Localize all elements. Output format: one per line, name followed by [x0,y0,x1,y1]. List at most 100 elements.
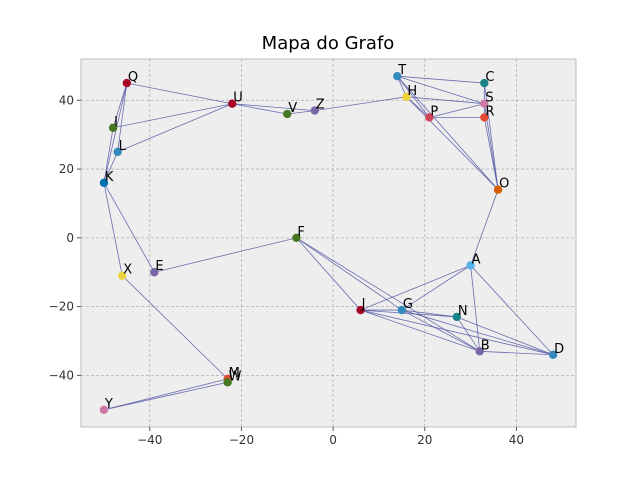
node-G [397,305,407,315]
edge-M-Y [103,378,228,411]
node-label-O: O [499,177,509,192]
y-tick-label: 0 [66,231,74,245]
node-label-J: J [361,297,366,312]
node-label-V: V [288,101,297,116]
node-label-R: R [485,104,494,119]
node-label-D: D [554,342,564,357]
node-label-U: U [233,91,243,106]
y-tick-label: −20 [49,300,74,314]
edge-T-O [396,75,499,190]
node-E [150,268,159,277]
chart-title: Mapa do Grafo [262,33,395,54]
node-N [452,312,462,322]
edge-J-B [360,309,480,352]
node-B [475,347,484,356]
node-X [118,271,127,280]
edge-Z-H [314,96,407,111]
edge-Q-I [112,82,128,128]
edge-O-A [470,189,499,266]
node-label-L: L [119,139,127,154]
node-K [99,178,109,188]
edge-H-S [406,96,485,105]
node-label-N: N [458,304,468,319]
edge-F-B [296,237,480,352]
edge-H-O [406,96,499,190]
edge-F-J [296,237,361,311]
y-tick-label: −40 [49,368,74,382]
node-labels: Q IL K U V Z TH CS P R O F E X A J G N B D MW Y [104,63,564,412]
edge-G-B [401,309,480,352]
node-R [480,113,489,122]
edge-R-O [483,117,499,190]
node-D [548,350,558,359]
x-tick-label: 20 [417,433,432,447]
x-tick-label: −20 [229,433,254,447]
edge-T-P [396,75,430,118]
node-F [292,233,301,243]
edge-F-E [154,237,297,273]
edge-Q-L [117,83,128,152]
node-Q [122,78,132,88]
edge-A-J [360,264,471,311]
node-label-Y: Y [104,397,113,412]
node-label-P: P [430,104,438,119]
node-H [402,92,411,102]
node-C [480,78,489,88]
graph-edges [103,75,554,411]
edge-Q-U [126,82,233,105]
node-Z [310,106,319,115]
node-label-Z: Z [316,98,325,113]
node-label-Q: Q [128,70,138,85]
node-T [393,71,402,81]
node-label-M: M [229,366,240,381]
edge-J-D [360,309,554,356]
edge-U-V [232,103,288,115]
node-P [425,113,434,122]
x-tick-label: 40 [509,433,524,447]
node-S [480,99,489,108]
node-label-F: F [297,225,304,240]
edge-T-C [397,75,485,84]
node-label-W: W [229,369,242,384]
node-label-K: K [105,170,114,185]
edge-U-Z [232,103,315,111]
node-A [466,261,475,270]
plot-area [80,58,577,428]
axis-ticks: −40 −20 0 20 40 −40 −20 0 20 40 [49,93,524,447]
edge-W-Y [103,381,228,411]
node-label-C: C [485,70,494,85]
node-label-X: X [123,263,132,278]
edge-G-N [401,309,457,318]
x-tick-label: 0 [329,433,337,447]
edge-N-D [456,316,554,356]
graph-nodes [99,71,558,415]
node-L [113,147,122,157]
node-I [108,123,118,132]
node-W [223,378,232,387]
edge-S-P [429,103,485,118]
edge-Q-K [103,82,128,183]
edge-A-D [470,265,554,356]
edge-T-S [397,75,485,105]
edge-I-U [113,103,233,129]
node-label-S: S [485,91,493,106]
edge-L-U [117,103,233,153]
edge-X-M [121,275,228,380]
edge-G-D [401,309,554,356]
node-U [228,99,237,108]
edge-A-G [401,265,471,311]
edge-N-B [456,316,481,352]
edge-I-K [103,127,114,183]
edge-F-G [296,237,403,311]
edge-V-Z [287,110,315,115]
edge-K-E [103,182,155,273]
node-label-A: A [472,252,481,267]
node-label-B: B [481,338,490,353]
x-tick-label: −40 [137,433,162,447]
node-J [356,305,365,315]
edge-L-K [103,151,119,183]
edge-K-X [103,182,123,276]
node-label-I: I [114,115,118,130]
node-O [493,185,503,194]
